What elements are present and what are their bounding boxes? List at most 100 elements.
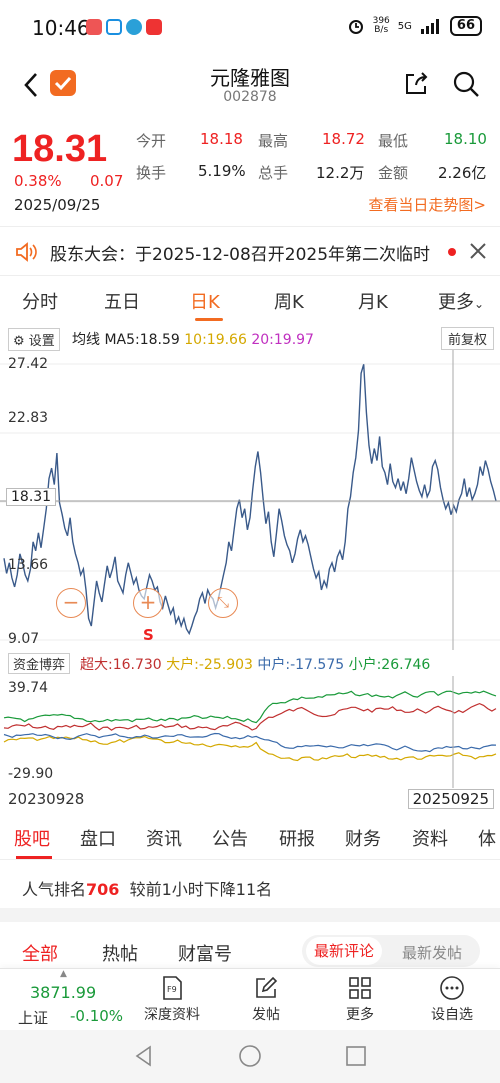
tab-announcement[interactable]: 公告 (212, 829, 248, 850)
low-value: 18.10 (444, 130, 487, 148)
title-bar: 元隆雅图 002878 (0, 56, 500, 116)
nav-recents-icon[interactable] (344, 1044, 368, 1068)
ma-legend: 均线 MA5:18.59 10:19.66 20:19.97 (72, 332, 314, 348)
tab-daily-k[interactable]: 日K (190, 292, 220, 313)
index-name: 上证 (18, 1009, 49, 1027)
flow-line-l (3, 735, 497, 762)
nav-back-icon[interactable] (132, 1044, 156, 1068)
zoom-out-button[interactable]: − (56, 588, 86, 618)
post-tabs: 全部 热帖 财富号 最新评论 最新发帖 (0, 930, 500, 970)
tab-partial[interactable]: 体 (478, 829, 496, 850)
chart-header: ⚙ 设置 均线 MA5:18.59 10:19.66 20:19.97 前复权 (0, 325, 500, 351)
tab-order-book[interactable]: 盘口 (80, 829, 116, 850)
y-tick-label: 27.42 (8, 356, 49, 372)
change-amount: 0.07 (90, 172, 124, 190)
turnover-value: 5.19% (198, 162, 246, 180)
tab-profile[interactable]: 资料 (412, 829, 448, 850)
rank-number: 706 (86, 880, 120, 899)
battery-indicator: 66 (449, 16, 482, 36)
notice-text: 股东大会：于2025-12-08召开2025年第二次临时股东大会 (50, 245, 430, 265)
nav-home-icon[interactable] (238, 1044, 262, 1068)
post-button[interactable]: 发帖 (226, 969, 306, 1031)
quote-date: 2025/09/25 (14, 196, 101, 214)
tab-monthly-k[interactable]: 月K (358, 292, 388, 313)
active-tab-indicator (195, 318, 223, 321)
price-chart[interactable] (0, 350, 500, 650)
capital-flow-button[interactable]: 资金博弈 (8, 653, 71, 674)
amount-value: 2.26亿 (438, 164, 487, 182)
x-start-date: 20230928 (8, 790, 85, 808)
flow-m: 中户:-17.575 (257, 657, 345, 673)
index-value: 3871.99 (30, 983, 97, 1002)
open-label: 今开 (136, 132, 167, 150)
flow-tick-label: -29.90 (8, 766, 54, 782)
more-button[interactable]: 更多 (320, 969, 400, 1031)
app-logo-icon (50, 70, 76, 96)
search-icon[interactable] (452, 70, 480, 98)
add-watchlist-button[interactable]: 设自选 (412, 969, 492, 1031)
back-icon[interactable] (18, 68, 44, 102)
flow-s: 小户:26.746 (348, 657, 431, 673)
notice-bar[interactable]: 股东大会：于2025-12-08召开2025年第二次临时股东大会 (0, 226, 500, 276)
capital-flow-header: 资金博弈 超大:16.730 大户:-25.903 中户:-17.575 小户:… (0, 651, 500, 675)
signal-label: 5G (397, 20, 412, 32)
high-value: 18.72 (322, 130, 365, 148)
tab-five-day[interactable]: 五日 (104, 292, 140, 313)
sort-latest-comment[interactable]: 最新评论 (306, 937, 383, 965)
edit-icon (256, 976, 278, 998)
index-percent: -0.10% (70, 1007, 124, 1025)
close-icon[interactable] (466, 239, 490, 263)
intraday-trend-link[interactable]: 查看当日走势图> (368, 196, 486, 214)
section-divider (0, 908, 500, 922)
tab-all-posts[interactable]: 全部 (22, 944, 58, 965)
y-tick-label: 22.83 (8, 410, 49, 426)
kline-tabs: 分时 五日 日K 周K 月K 更多⌄ (0, 282, 500, 322)
signal-icon (420, 19, 439, 34)
fullscreen-button[interactable]: ⤡ (208, 588, 238, 618)
index-ticker[interactable]: ▲ 3871.99 上证 -0.10% (0, 969, 128, 1031)
tab-research[interactable]: 研报 (279, 829, 315, 850)
app-notification-icon (106, 19, 122, 35)
caret-up-icon: ▲ (60, 969, 67, 979)
current-price: 18.31 (12, 128, 108, 170)
forward-adjust-button[interactable]: 前复权 (440, 327, 494, 350)
chevron-down-icon: ⌄ (474, 297, 485, 311)
tab-intraday[interactable]: 分时 (22, 292, 58, 313)
quote-panel: 18.31 0.38% 0.07 2025/09/25 今开 18.18 最高 … (0, 116, 500, 220)
deep-data-button[interactable]: F9 深度资料 (132, 969, 212, 1031)
chart-settings-button[interactable]: ⚙ 设置 (8, 328, 60, 351)
flow-l: 大户:-25.903 (166, 657, 253, 673)
app-notification-icon (146, 19, 162, 35)
svg-text:F9: F9 (167, 985, 177, 994)
sort-latest-post[interactable]: 最新发帖 (402, 944, 463, 962)
change-percent: 0.38% (14, 172, 62, 190)
capital-flow-legend: 超大:16.730 大户:-25.903 中户:-17.575 小户:26.74… (80, 654, 430, 674)
tab-finance[interactable]: 财务 (345, 829, 381, 850)
rank-prefix: 人气排名 (22, 880, 87, 899)
tab-weekly-k[interactable]: 周K (274, 292, 304, 313)
app-notification-icon (86, 19, 102, 35)
system-nav-bar (0, 1030, 500, 1083)
flow-tick-label: 39.74 (8, 680, 49, 696)
volume-value: 12.2万 (316, 164, 365, 182)
share-icon[interactable] (402, 70, 430, 98)
turnover-label: 换手 (136, 164, 167, 182)
capital-flow-chart[interactable] (0, 676, 500, 788)
y-tick-label: 13.66 (8, 557, 49, 573)
status-bar: 10:46 396 B/s 5G 66 (0, 0, 500, 56)
info-tabs: 股吧 盘口 资讯 公告 研报 财务 资料 体 (0, 816, 500, 860)
popularity-rank[interactable]: 人气排名706 较前1小时下降11名 (0, 862, 500, 908)
flow-line-s (3, 690, 497, 724)
tab-news[interactable]: 资讯 (146, 829, 182, 850)
net-speed: 396 B/s (372, 16, 390, 35)
tab-more[interactable]: 更多⌄ (438, 292, 485, 313)
tab-wealth-posts[interactable]: 财富号 (178, 944, 232, 965)
flow-line-xl (3, 702, 497, 731)
tab-forum[interactable]: 股吧 (14, 829, 50, 850)
amount-label: 金额 (378, 164, 409, 182)
tab-hot-posts[interactable]: 热帖 (102, 944, 138, 965)
x-end-date: 20250925 (407, 789, 494, 809)
notice-unread-dot (448, 248, 456, 256)
low-label: 最低 (378, 132, 409, 150)
zoom-in-button[interactable]: + (133, 588, 163, 618)
